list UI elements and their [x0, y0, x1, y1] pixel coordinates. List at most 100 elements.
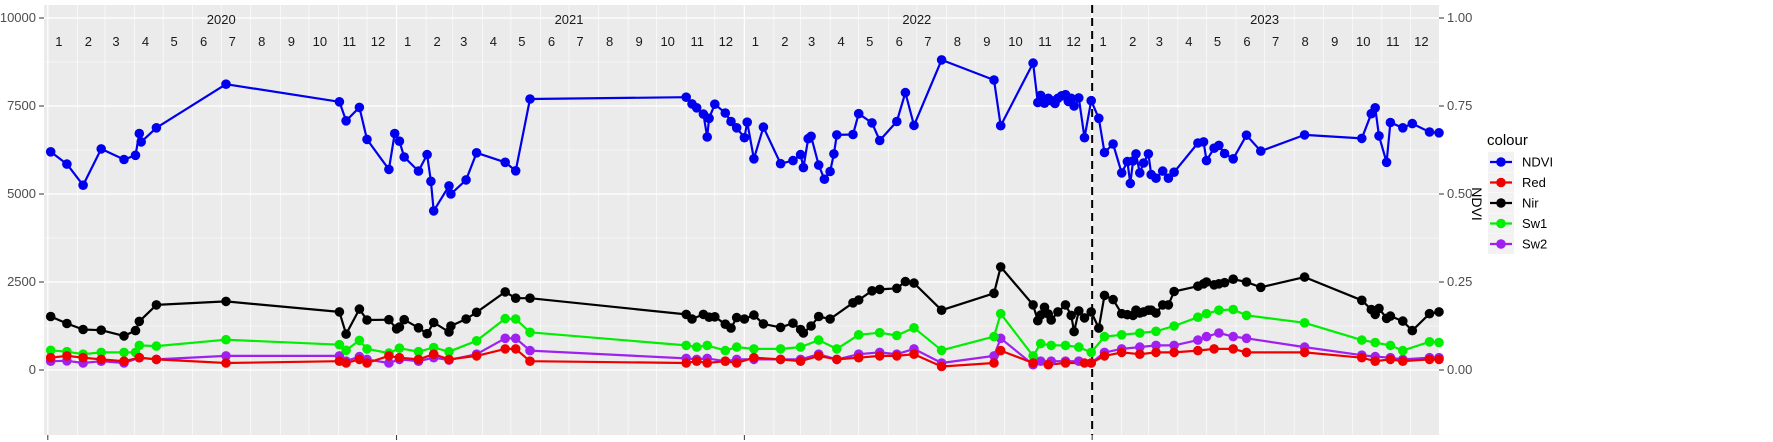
- point-ndvi: [702, 132, 712, 142]
- point-ndvi: [341, 116, 351, 126]
- month-label: 11: [690, 34, 704, 49]
- point-sw1: [1228, 304, 1238, 315]
- point-sw1: [428, 342, 439, 353]
- point-ndvi: [136, 137, 146, 147]
- point-sw2: [1151, 340, 1161, 351]
- point-red: [720, 356, 731, 367]
- point-red: [354, 354, 365, 365]
- point-red: [362, 358, 372, 368]
- point-sw1: [1398, 345, 1408, 356]
- point-sw1: [1201, 308, 1212, 319]
- month-label: 4: [1185, 34, 1192, 49]
- point-red: [510, 344, 521, 354]
- point-nir: [936, 305, 947, 316]
- year-label: 2022: [902, 12, 931, 27]
- point-sw1: [936, 345, 947, 356]
- point-sw1: [45, 345, 56, 356]
- point-nir: [1241, 277, 1252, 287]
- month-label: 6: [200, 34, 207, 49]
- point-nir: [394, 322, 405, 332]
- month-label: 8: [1302, 34, 1309, 49]
- month-label: 9: [983, 34, 990, 49]
- month-label: 9: [1331, 34, 1338, 49]
- point-nir: [1434, 307, 1444, 317]
- point-ndvi: [444, 181, 454, 191]
- point-sw1: [354, 335, 365, 346]
- point-nir: [1066, 310, 1076, 321]
- month-label: 8: [258, 34, 265, 49]
- point-nir: [989, 288, 999, 299]
- month-label: 2: [781, 34, 788, 49]
- legend-point-nir: [1496, 198, 1506, 208]
- year-label: 2021: [555, 12, 584, 27]
- point-ndvi: [1241, 130, 1252, 140]
- point-sw1: [1116, 330, 1127, 340]
- point-nir: [813, 311, 824, 322]
- point-sw1: [500, 313, 511, 324]
- point-ndvi: [389, 128, 400, 139]
- point-sw2: [510, 333, 521, 344]
- month-label: 12: [371, 34, 385, 49]
- point-ndvi: [900, 87, 911, 98]
- point-red: [384, 351, 394, 361]
- month-label: 4: [142, 34, 149, 49]
- legend-label-red: Red: [1522, 175, 1546, 190]
- point-ndvi: [832, 130, 842, 140]
- point-nir: [334, 307, 345, 317]
- point-ndvi: [1370, 103, 1380, 113]
- point-ndvi: [1086, 95, 1096, 106]
- point-ndvi: [500, 157, 511, 168]
- point-red: [341, 358, 351, 368]
- point-sw1: [1135, 328, 1145, 338]
- point-sw2: [525, 345, 535, 356]
- point-red: [731, 358, 742, 368]
- point-sw1: [989, 331, 999, 342]
- point-ndvi: [936, 55, 947, 65]
- point-sw1: [221, 334, 231, 345]
- point-nir: [995, 262, 1006, 272]
- point-sw1: [1214, 305, 1224, 316]
- point-sw1: [1046, 340, 1056, 351]
- point-sw1: [119, 347, 129, 358]
- point-nir: [1046, 315, 1056, 325]
- y2-axis-title: NDVI: [1469, 187, 1485, 220]
- point-ndvi: [1228, 154, 1238, 164]
- point-ndvi: [1151, 173, 1161, 183]
- point-red: [62, 351, 72, 361]
- point-nir: [151, 300, 162, 310]
- point-sw2: [989, 351, 999, 361]
- point-sw2: [384, 358, 394, 368]
- point-ndvi: [909, 120, 919, 131]
- point-ndvi: [426, 176, 436, 187]
- point-nir: [909, 278, 919, 288]
- legend-point-red: [1496, 177, 1506, 188]
- month-label: 7: [229, 34, 236, 49]
- point-ndvi: [151, 123, 162, 133]
- point-red: [813, 351, 824, 361]
- point-ndvi: [825, 166, 835, 177]
- point-sw1: [731, 342, 742, 352]
- point-ndvi: [1135, 168, 1145, 178]
- point-red: [995, 345, 1006, 356]
- point-nir: [362, 315, 372, 325]
- point-nir: [1094, 323, 1104, 333]
- point-ndvi: [1198, 137, 1209, 147]
- point-red: [1193, 345, 1203, 356]
- point-red: [775, 354, 786, 365]
- point-ndvi: [1219, 148, 1230, 159]
- point-nir: [1219, 277, 1230, 288]
- point-sw1: [691, 342, 702, 352]
- point-nir: [798, 328, 809, 338]
- point-ndvi: [1407, 118, 1418, 129]
- point-ndvi: [1169, 167, 1179, 177]
- point-nir: [1074, 306, 1084, 316]
- point-red: [989, 358, 999, 368]
- point-ndvi: [726, 116, 736, 127]
- point-ndvi: [119, 154, 129, 165]
- point-ndvi: [1099, 147, 1110, 158]
- point-red: [1060, 358, 1071, 368]
- point-ndvi: [525, 94, 535, 104]
- point-sw1: [832, 344, 842, 354]
- month-label: 7: [1272, 34, 1279, 49]
- month-label: 8: [606, 34, 613, 49]
